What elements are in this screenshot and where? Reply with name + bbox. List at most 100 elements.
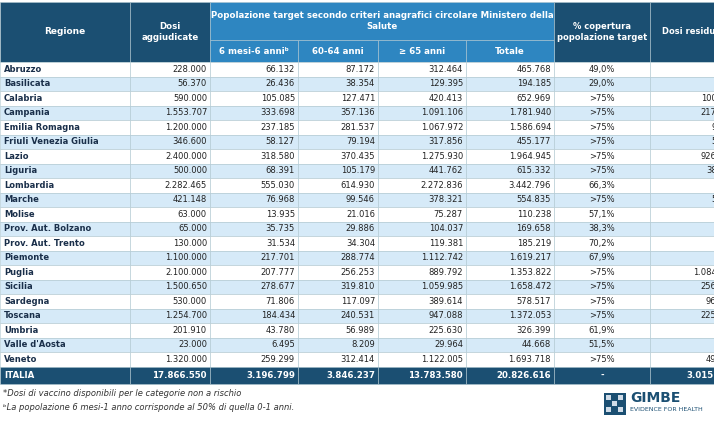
Bar — [298, 62, 378, 77]
Bar — [0, 280, 130, 294]
Text: 57,1%: 57,1% — [589, 210, 615, 219]
Bar — [554, 178, 650, 193]
Text: >75%: >75% — [589, 166, 615, 175]
Text: Molise: Molise — [4, 210, 34, 219]
Bar — [210, 105, 298, 120]
Bar — [554, 221, 650, 236]
Bar — [130, 352, 210, 366]
Bar — [0, 178, 130, 193]
Bar — [378, 207, 466, 221]
Text: 23.000: 23.000 — [178, 340, 207, 349]
Bar — [130, 120, 210, 135]
Text: 288.774: 288.774 — [341, 253, 375, 262]
Text: 578.517: 578.517 — [516, 297, 551, 306]
Bar — [378, 193, 466, 207]
Bar — [298, 120, 378, 135]
Bar — [650, 135, 714, 149]
Text: ITALIA: ITALIA — [4, 371, 34, 380]
Text: 1.500.650: 1.500.650 — [165, 282, 207, 291]
Text: Calabria: Calabria — [4, 94, 44, 103]
Text: 75.287: 75.287 — [433, 210, 463, 219]
Bar — [378, 366, 466, 384]
Text: 378.321: 378.321 — [428, 195, 463, 204]
Bar — [466, 338, 554, 352]
Bar — [466, 323, 554, 338]
Text: 217.701: 217.701 — [261, 253, 295, 262]
Bar — [378, 40, 466, 62]
Text: >75%: >75% — [589, 108, 615, 117]
Bar — [298, 40, 378, 62]
Bar — [298, 323, 378, 338]
Text: 389.614: 389.614 — [428, 297, 463, 306]
Bar — [0, 77, 130, 91]
Bar — [650, 280, 714, 294]
Bar — [618, 394, 623, 399]
Text: 3.442.796: 3.442.796 — [508, 181, 551, 190]
Text: Sardegna: Sardegna — [4, 297, 49, 306]
Text: 49,0%: 49,0% — [589, 65, 615, 74]
Bar — [618, 406, 623, 412]
Text: 105.179: 105.179 — [341, 166, 375, 175]
Bar — [0, 135, 130, 149]
Bar — [466, 221, 554, 236]
Bar — [554, 135, 650, 149]
Text: GIMBE: GIMBE — [630, 391, 680, 405]
Text: 49.712: 49.712 — [706, 355, 714, 364]
Bar — [298, 280, 378, 294]
Text: 1.275.930: 1.275.930 — [421, 152, 463, 161]
Text: 51,5%: 51,5% — [589, 340, 615, 349]
Bar — [130, 62, 210, 77]
Text: 119.381: 119.381 — [428, 239, 463, 248]
Bar — [650, 265, 714, 280]
Text: 207.777: 207.777 — [261, 268, 295, 277]
Bar — [298, 91, 378, 105]
Bar — [210, 308, 298, 323]
Bar — [378, 251, 466, 265]
Text: Dosi residue*: Dosi residue* — [662, 28, 714, 37]
Text: Popolazione target secondo criteri anagrafici circolare Ministero della
Salute: Popolazione target secondo criteri anagr… — [211, 11, 553, 31]
Text: 615.332: 615.332 — [516, 166, 551, 175]
Bar — [554, 149, 650, 163]
Text: 66,3%: 66,3% — [588, 181, 615, 190]
Text: 13.783.580: 13.783.580 — [408, 371, 463, 380]
Bar — [130, 207, 210, 221]
Text: 66.132: 66.132 — [266, 65, 295, 74]
Text: 61,9%: 61,9% — [589, 326, 615, 335]
Bar — [130, 91, 210, 105]
Bar — [210, 77, 298, 91]
Text: 555.030: 555.030 — [261, 181, 295, 190]
Text: Regione: Regione — [44, 28, 86, 37]
Text: 5.218: 5.218 — [711, 137, 714, 146]
Bar — [298, 352, 378, 366]
Bar — [378, 62, 466, 77]
Text: 1.112.742: 1.112.742 — [421, 253, 463, 262]
Text: 947.088: 947.088 — [428, 311, 463, 320]
Text: Puglia: Puglia — [4, 268, 34, 277]
Text: 1.353.822: 1.353.822 — [508, 268, 551, 277]
Bar — [210, 120, 298, 135]
Text: 76.968: 76.968 — [266, 195, 295, 204]
Bar — [0, 251, 130, 265]
Text: 421.148: 421.148 — [173, 195, 207, 204]
Text: 312.464: 312.464 — [428, 65, 463, 74]
Bar — [554, 120, 650, 135]
Text: 185.219: 185.219 — [517, 239, 551, 248]
Bar — [612, 400, 617, 405]
Bar — [0, 308, 130, 323]
Bar — [554, 2, 650, 62]
Bar — [130, 236, 210, 251]
Bar — [210, 366, 298, 384]
Bar — [554, 163, 650, 178]
Bar — [298, 207, 378, 221]
Bar — [298, 251, 378, 265]
Bar — [298, 294, 378, 308]
Text: EVIDENCE FOR HEALTH: EVIDENCE FOR HEALTH — [630, 407, 703, 412]
Text: 194.185: 194.185 — [517, 79, 551, 88]
Bar — [130, 221, 210, 236]
Bar — [210, 221, 298, 236]
Bar — [650, 251, 714, 265]
Bar — [130, 77, 210, 91]
Text: 56.989: 56.989 — [346, 326, 375, 335]
Text: 926.291: 926.291 — [700, 152, 714, 161]
Bar — [0, 236, 130, 251]
